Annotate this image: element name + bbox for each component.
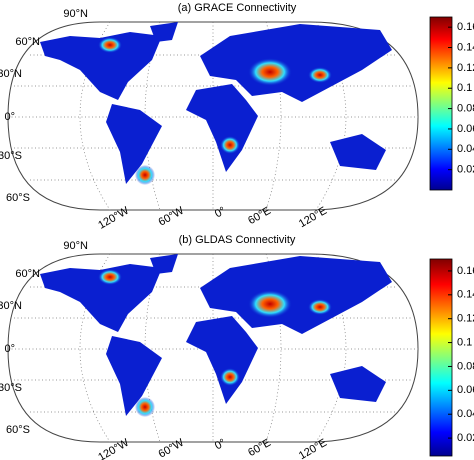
lat-label: 30°S: [0, 382, 22, 394]
lon-label: 120°E: [297, 437, 329, 460]
colorbar-tick-label: 0.06: [457, 384, 474, 396]
lat-label: 30°N: [0, 68, 22, 80]
colorbar-tick-label: 0.16: [457, 265, 474, 277]
panel-title: (b) GLDAS Connectivity: [179, 234, 296, 246]
colorbar: [429, 16, 453, 191]
lon-label: 120°E: [297, 205, 329, 230]
lon-label: 0°: [213, 205, 228, 221]
panel-title: (a) GRACE Connectivity: [178, 2, 297, 14]
map: [7, 253, 419, 443]
panel-b: (b) GLDAS Connectivity 90°N 60°N 30°N 0° 30°S…: [0, 234, 474, 460]
colorbar-tick-label: 0.02: [457, 164, 474, 176]
lat-label: 0°: [4, 111, 15, 123]
lat-label: 60°N: [15, 36, 40, 48]
lon-label: 60°W: [157, 204, 187, 228]
lat-label: 90°N: [63, 8, 88, 20]
colorbar-tick-label: 0.08: [457, 102, 474, 114]
colorbar-tick-label: 0.1: [457, 336, 472, 348]
lat-label: 60°N: [15, 268, 40, 280]
lon-label: 0°: [213, 437, 228, 453]
lon-label: 120°W: [96, 204, 131, 231]
colorbar-tick-label: 0.12: [457, 62, 474, 74]
lon-label: 60°E: [246, 205, 273, 227]
lat-label: 30°N: [0, 300, 22, 312]
colorbar-tick-label: 0.1: [457, 82, 472, 94]
colorbar: [429, 258, 453, 457]
lat-label: 60°S: [6, 192, 30, 204]
panel-a: (a) GRACE Connectivity 90°N 60°N 30°N 0° 30°S…: [0, 2, 474, 232]
map: [7, 21, 419, 211]
lat-label: 30°S: [0, 150, 22, 162]
colorbar-tick-label: 0.14: [457, 289, 474, 301]
colorbar-tick-label: 0.06: [457, 123, 474, 135]
colorbar-tick-label: 0.02: [457, 432, 474, 444]
lon-label: 120°W: [96, 436, 131, 460]
lat-label: 90°N: [63, 240, 88, 252]
colorbar-tick-label: 0.14: [457, 41, 474, 53]
lat-label: 60°S: [6, 424, 30, 436]
colorbar-tick-label: 0.04: [457, 143, 474, 155]
colorbar-tick-label: 0.16: [457, 21, 474, 33]
colorbar-tick-label: 0.08: [457, 360, 474, 372]
lat-label: 0°: [4, 343, 15, 355]
colorbar-tick-label: 0.12: [457, 313, 474, 325]
colorbar-tick-label: 0.04: [457, 408, 474, 420]
lon-label: 60°W: [157, 436, 187, 460]
lon-label: 60°E: [246, 437, 273, 459]
